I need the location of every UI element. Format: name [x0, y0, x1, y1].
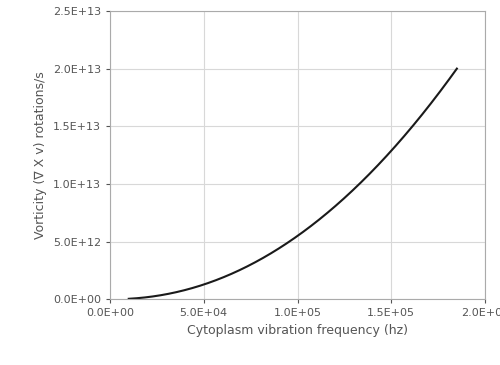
- Y-axis label: Vorticity (∇ X v) rotations/s: Vorticity (∇ X v) rotations/s: [34, 71, 48, 239]
- X-axis label: Cytoplasm vibration frequency (hz): Cytoplasm vibration frequency (hz): [187, 324, 408, 337]
